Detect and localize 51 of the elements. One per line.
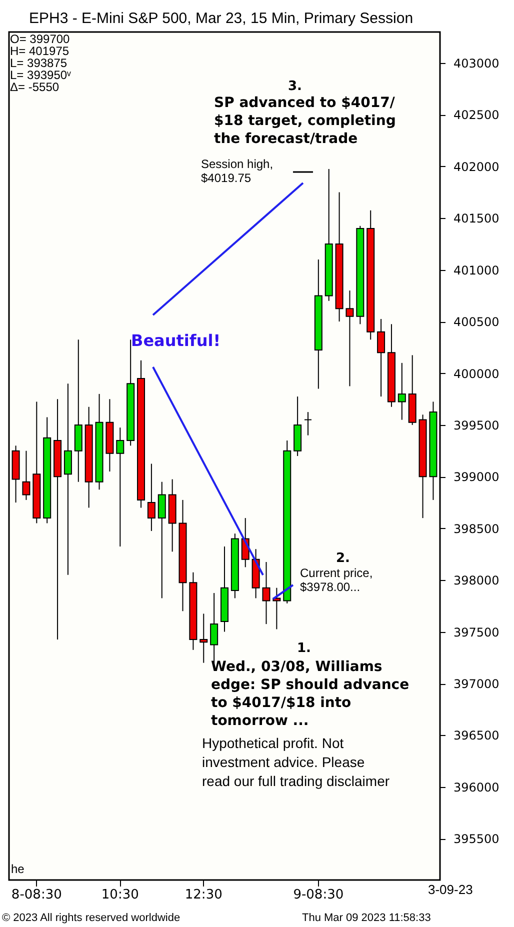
candlestick	[262, 562, 270, 625]
y-tick-label: 395500	[454, 832, 500, 846]
annotation: Beautiful!	[131, 331, 220, 350]
annotation: Wed., 03/08, Williams edge: SP should advance to $4017/$18 into tomorrow ...	[211, 659, 410, 729]
candlestick	[346, 290, 354, 387]
annotation: Current price, $3978.00...	[300, 566, 373, 594]
y-tick-label: 402000	[454, 160, 500, 174]
annotation: he	[11, 862, 25, 876]
y-tick-label: 399500	[454, 418, 500, 432]
y-tick-label: 402500	[454, 108, 500, 122]
y-tick-label: 399000	[454, 470, 500, 484]
candlestick	[147, 463, 156, 532]
y-tick-label: 400000	[454, 366, 500, 381]
annotation: L= 393950ᵛ	[10, 68, 72, 82]
annotation: O= 399700	[10, 32, 70, 46]
annotation: 2.	[336, 551, 350, 566]
candlestick	[398, 362, 406, 420]
y-tick-label: 401500	[454, 212, 500, 226]
annotation: Hypothetical profit. Not investment advice. Please read our full trading disclaimer	[202, 735, 390, 789]
y-tick-label: 400500	[454, 315, 500, 330]
candlestick	[64, 383, 72, 576]
annotation: 1.	[297, 641, 311, 656]
x-tick-label: 8-08:30	[11, 888, 62, 902]
candlestick	[304, 412, 312, 436]
annotation: 3.	[288, 79, 302, 94]
annotation: Session high, $4019.75	[201, 157, 274, 185]
x-tick-label: 9-08:30	[293, 888, 344, 902]
candlestick	[22, 450, 30, 500]
candlestick	[200, 613, 208, 664]
y-tick-label: 397500	[454, 625, 500, 640]
y-tick-label: 398500	[454, 522, 500, 536]
candlestick	[377, 318, 386, 398]
text: Thu Mar 09 2023 11:58:33	[302, 912, 431, 924]
annotation: Δ= -5550	[10, 80, 60, 94]
y-tick-label: 396000	[454, 780, 500, 794]
x-tick-label: 12:30	[184, 888, 222, 902]
chart-title: EPH3 - E-Mini S&P 500, Mar 23, 15 Min, Primary Session	[29, 10, 414, 27]
annotation: L= 393875	[10, 56, 68, 70]
text: 3-09-23	[428, 882, 473, 897]
y-tick-label: 398000	[454, 574, 500, 588]
y-tick-label: 401000	[454, 263, 500, 278]
annotation: H= 401975	[10, 44, 70, 58]
annotation: SP advanced to $4017/ $18 target, completing the forecast/trade	[214, 95, 396, 147]
y-tick-label: 403000	[454, 56, 500, 71]
y-tick-label: 396500	[454, 728, 500, 743]
x-tick-label: 10:30	[101, 888, 139, 902]
candlestick	[116, 427, 124, 547]
text: © 2023 All rights reserved worldwide	[2, 912, 180, 924]
candlestick	[158, 481, 166, 599]
candlestick	[272, 587, 281, 630]
y-tick-label: 397000	[454, 677, 500, 692]
